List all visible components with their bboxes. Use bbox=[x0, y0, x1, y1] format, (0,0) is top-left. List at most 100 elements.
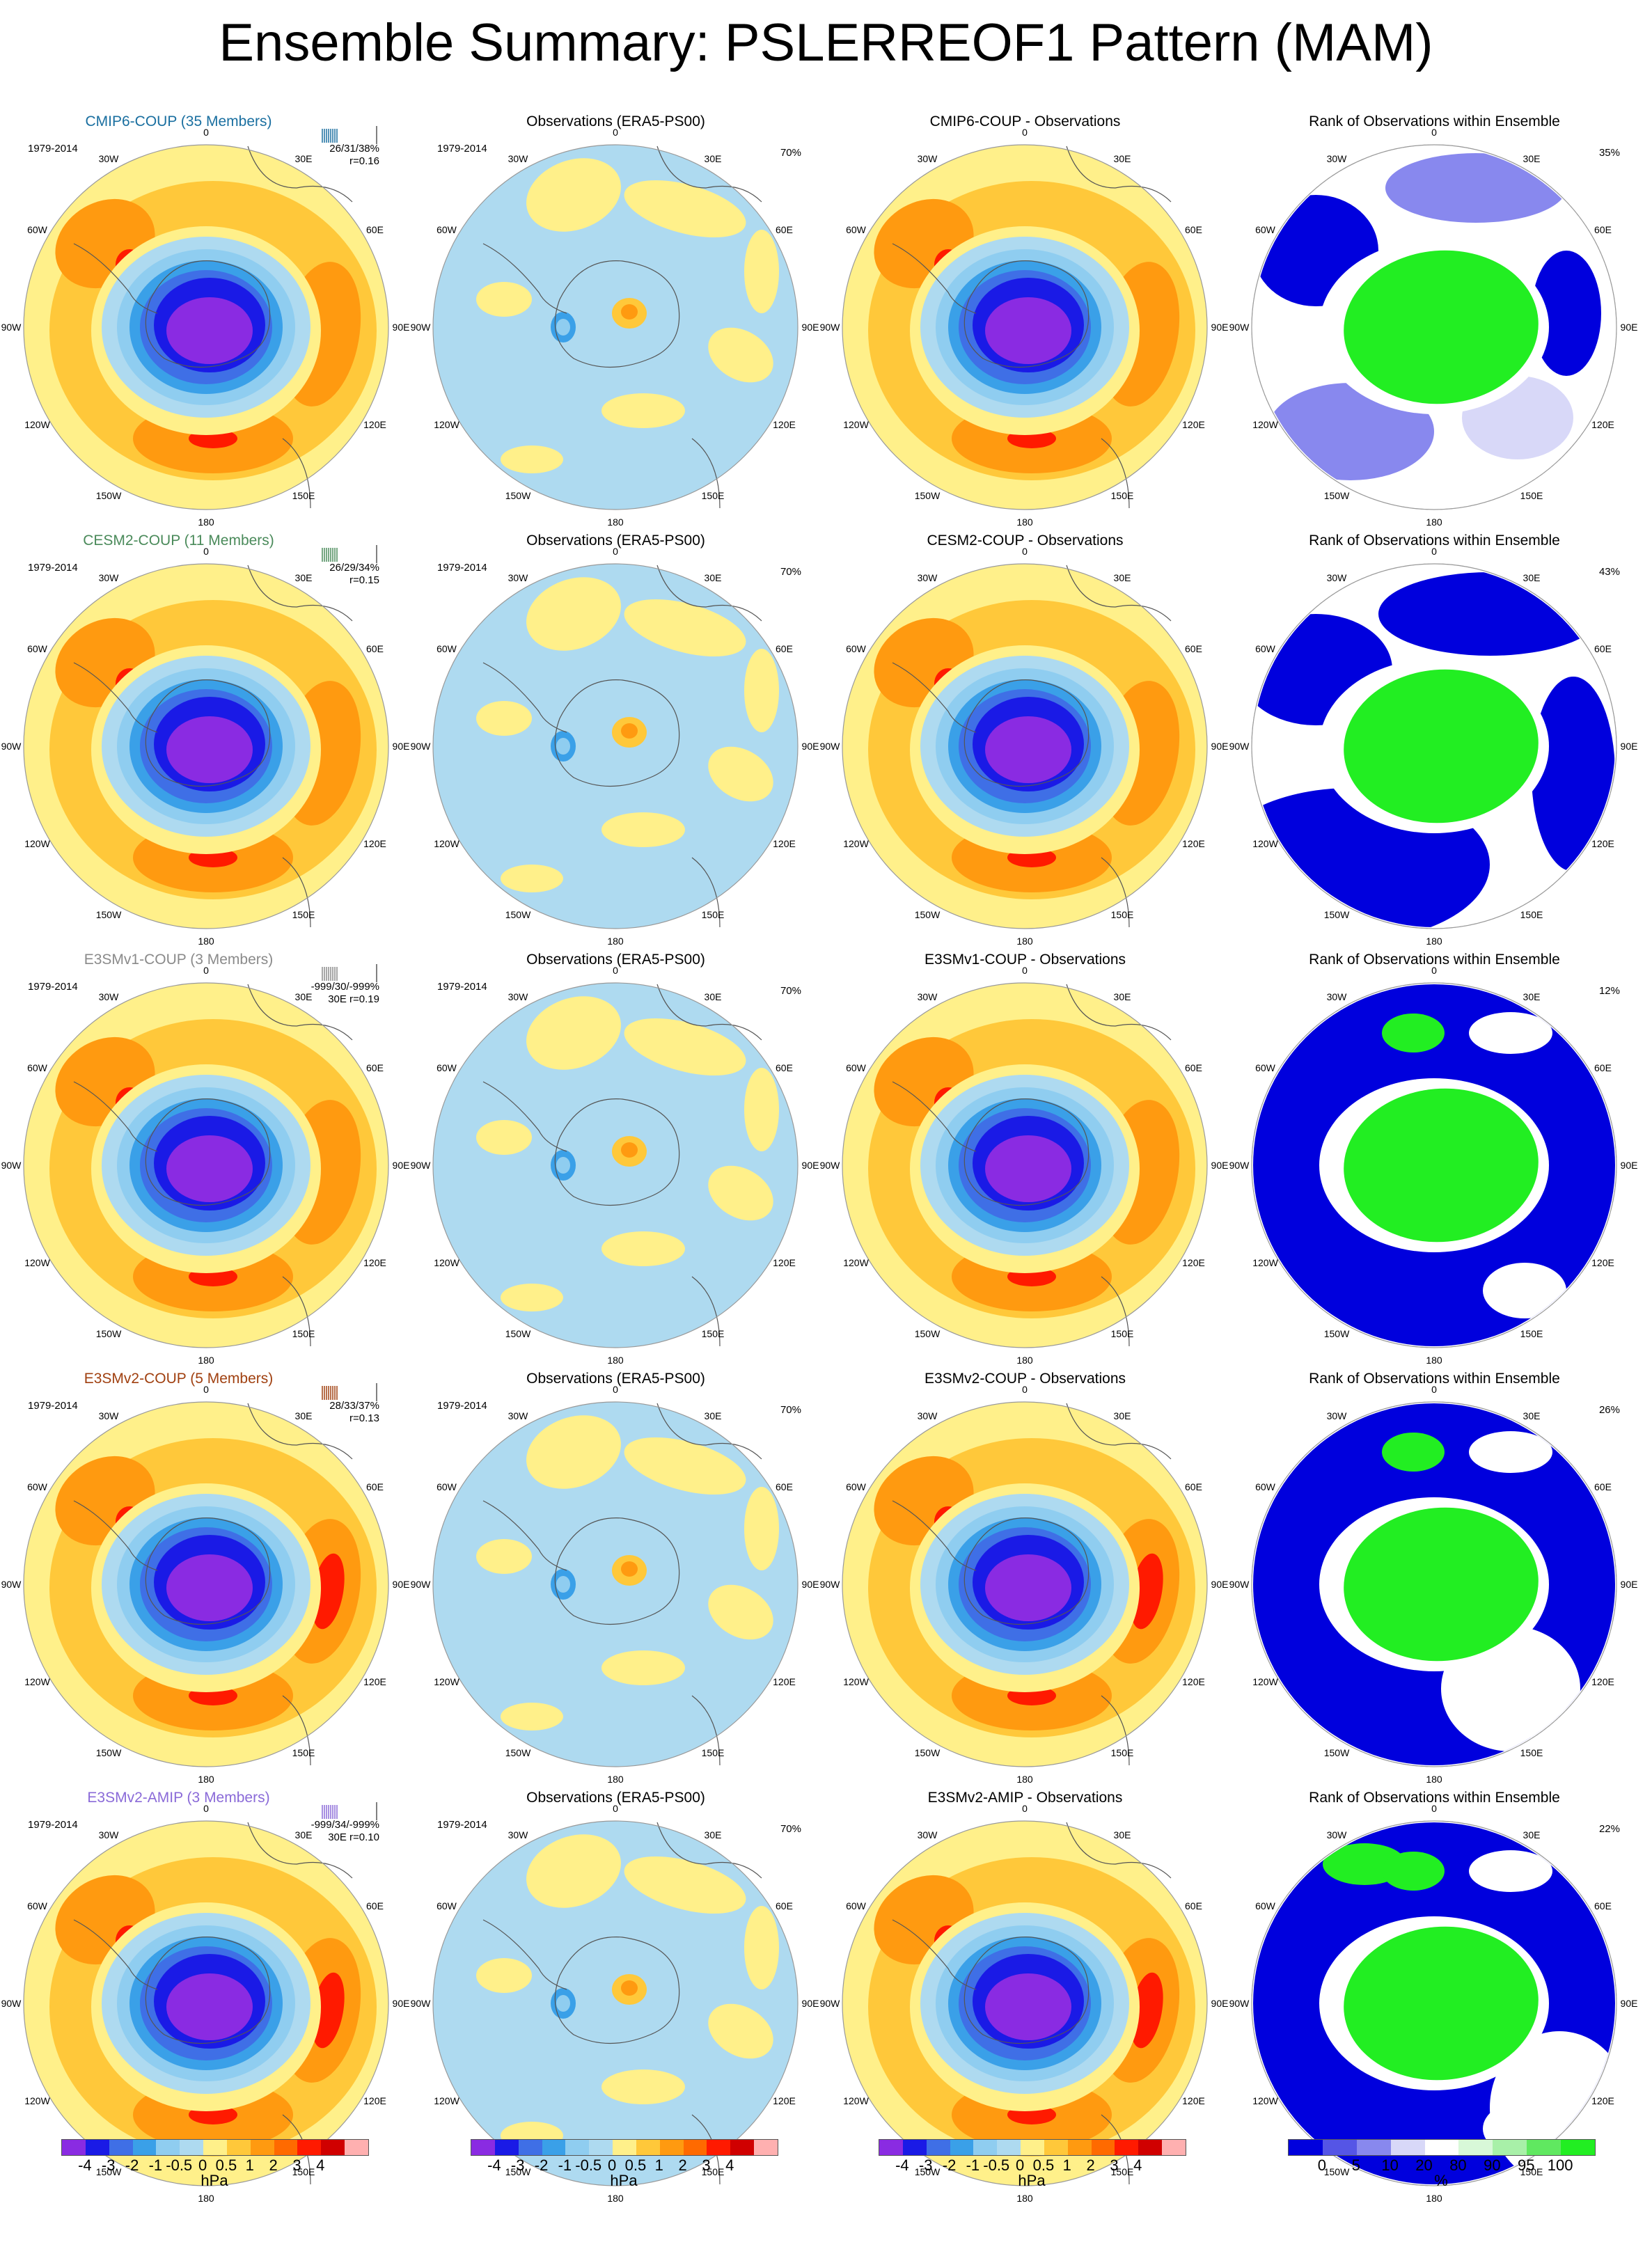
longitude-label: 30E bbox=[704, 152, 722, 164]
colorbar-swatch bbox=[297, 2140, 322, 2155]
longitude-label: 30W bbox=[1326, 571, 1347, 583]
longitude-label: 90E bbox=[1620, 1579, 1638, 1590]
longitude-label: 60E bbox=[366, 224, 384, 235]
longitude-label: 90E bbox=[392, 1579, 410, 1590]
longitude-label: 0 bbox=[203, 965, 209, 976]
longitude-label: 90E bbox=[801, 322, 819, 333]
ensemble-spread-glyph bbox=[322, 1383, 377, 1401]
polar-map bbox=[842, 144, 1208, 510]
longitude-label: 120W bbox=[843, 2095, 869, 2106]
longitude-label: 30W bbox=[1326, 1829, 1347, 1840]
model-panel: CMIP6-COUP (35 Members) 0 30E 60E 90E 120E 150… bbox=[0, 108, 413, 528]
colorbar-swatch bbox=[132, 2140, 157, 2155]
longitude-label: 60E bbox=[776, 643, 793, 654]
longitude-label: 60E bbox=[366, 1062, 384, 1073]
longitude-label: 60W bbox=[436, 1481, 457, 1492]
longitude-label: 120E bbox=[1182, 838, 1205, 849]
colorbar-swatch bbox=[565, 2140, 590, 2155]
colorbar-swatch bbox=[1289, 2140, 1323, 2155]
diff-panel: E3SMv2-COUP - Observations 0 30E 60E 90E 120E… bbox=[819, 1365, 1232, 1785]
ensemble-spread-glyph bbox=[322, 964, 377, 982]
longitude-label: 150W bbox=[95, 2166, 122, 2178]
colorbar-swatch bbox=[156, 2140, 180, 2155]
colorbar-tick: 0 bbox=[198, 2156, 207, 2174]
longitude-label: 30W bbox=[98, 1410, 119, 1421]
colorbar bbox=[61, 2139, 369, 2156]
panel-title: E3SMv2-COUP (5 Members) bbox=[84, 1371, 274, 1387]
colorbar-tick: 1 bbox=[654, 2156, 663, 2174]
longitude-label: 180 bbox=[198, 2193, 214, 2204]
panel-title: Observations (ERA5-PS00) bbox=[526, 1371, 705, 1387]
polar-map bbox=[842, 1820, 1208, 2186]
longitude-label: 150W bbox=[914, 2166, 941, 2178]
longitude-label: 90E bbox=[801, 1998, 819, 2009]
longitude-label: 30W bbox=[98, 152, 119, 164]
longitude-label: 60W bbox=[1255, 224, 1275, 235]
longitude-label: 60W bbox=[846, 1900, 866, 1911]
panel-title: Rank of Observations within Ensemble bbox=[1309, 952, 1560, 968]
longitude-label: 0 bbox=[1022, 1803, 1028, 1814]
longitude-label: 90E bbox=[392, 1160, 410, 1171]
period-label: 1979-2014 bbox=[437, 562, 487, 574]
longitude-label: 120W bbox=[1252, 419, 1278, 430]
stats-block: 26/29/34% r=0.15 bbox=[329, 562, 379, 587]
obs-panel: Observations (ERA5-PS00) 0 30E 60E 90E 120E 15… bbox=[409, 527, 822, 947]
stats-correlation: r=0.15 bbox=[349, 574, 379, 586]
panel-title: Rank of Observations within Ensemble bbox=[1309, 113, 1560, 129]
longitude-label: 150W bbox=[1323, 1747, 1350, 1759]
longitude-label: 150E bbox=[1520, 909, 1543, 921]
colorbar-swatch bbox=[1493, 2140, 1527, 2155]
colorbar-tick: -4 bbox=[487, 2156, 501, 2174]
longitude-label: 150E bbox=[701, 909, 725, 921]
colorbar-tick: 1 bbox=[245, 2156, 254, 2174]
longitude-label: 0 bbox=[203, 1803, 209, 1814]
colorbar-tick: 0 bbox=[1317, 2156, 1326, 2174]
longitude-label: 0 bbox=[1022, 546, 1028, 557]
period-label: 1979-2014 bbox=[437, 143, 487, 155]
colorbar-tick: 0.5 bbox=[624, 2156, 647, 2174]
colorbar-swatch bbox=[950, 2140, 974, 2155]
longitude-label: 90W bbox=[819, 1998, 840, 2009]
model-panel: CESM2-COUP (11 Members) 0 30E 60E 90E 120E 150… bbox=[0, 527, 413, 947]
colorbar-tick: 3 bbox=[292, 2156, 301, 2174]
longitude-label: 90E bbox=[392, 1998, 410, 2009]
longitude-label: 0 bbox=[203, 127, 209, 138]
longitude-label: 90W bbox=[1, 1160, 22, 1171]
ensemble-spread-glyph bbox=[322, 126, 377, 144]
longitude-label: 90E bbox=[1211, 1998, 1229, 2009]
longitude-label: 150E bbox=[1520, 2166, 1543, 2178]
longitude-label: 0 bbox=[1022, 1384, 1028, 1395]
longitude-label: 180 bbox=[1426, 936, 1442, 947]
longitude-label: 30W bbox=[508, 1410, 528, 1421]
longitude-label: 150E bbox=[1110, 909, 1134, 921]
stats-block: -999/34/-999% 30E r=0.10 bbox=[311, 1819, 379, 1844]
colorbar-swatch bbox=[1162, 2140, 1186, 2155]
colorbar-tick: 0 bbox=[1015, 2156, 1025, 2174]
colorbar bbox=[471, 2139, 778, 2156]
longitude-label: 90W bbox=[410, 741, 431, 752]
percent-label: 70% bbox=[780, 1823, 801, 1835]
colorbar-unit: hPa bbox=[1018, 2172, 1046, 2189]
polar-map bbox=[23, 563, 389, 929]
longitude-label: 120W bbox=[1252, 2095, 1278, 2106]
longitude-label: 30E bbox=[704, 1410, 722, 1421]
model-panel: E3SMv2-COUP (5 Members) 0 30E 60E 90E 120E 150… bbox=[0, 1365, 413, 1785]
longitude-label: 120E bbox=[363, 419, 386, 430]
panel-title: E3SMv2-AMIP - Observations bbox=[927, 1790, 1123, 1806]
longitude-label: 150W bbox=[1323, 909, 1350, 921]
colorbar-swatch bbox=[1138, 2140, 1163, 2155]
longitude-label: 90W bbox=[1229, 1998, 1250, 2009]
diff-panel: CMIP6-COUP - Observations 0 30E 60E 90E 120E 1… bbox=[819, 108, 1232, 528]
longitude-label: 90E bbox=[1211, 322, 1229, 333]
colorbar-swatch bbox=[1390, 2140, 1425, 2155]
period-label: 1979-2014 bbox=[437, 1819, 487, 1831]
longitude-label: 60W bbox=[436, 1062, 457, 1073]
longitude-label: 150E bbox=[1110, 1747, 1134, 1759]
colorbar-swatch bbox=[1356, 2140, 1391, 2155]
longitude-label: 60E bbox=[1185, 1900, 1202, 1911]
longitude-label: 30W bbox=[917, 1829, 938, 1840]
longitude-label: 150E bbox=[701, 490, 725, 502]
colorbar-swatch bbox=[62, 2140, 86, 2155]
longitude-label: 60W bbox=[846, 643, 866, 654]
longitude-label: 90W bbox=[819, 741, 840, 752]
